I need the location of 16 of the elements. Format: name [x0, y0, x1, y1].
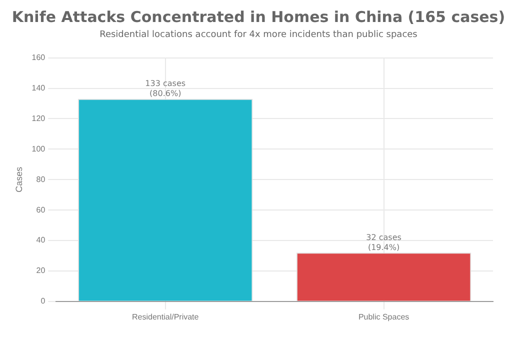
y-tick-label: 80: [36, 174, 46, 184]
y-tick-label: 100: [32, 144, 46, 154]
data-label: 133 cases (80.6%): [145, 78, 186, 98]
x-tick-label: Public Spaces: [358, 312, 410, 322]
x-tick-label: Residential/Private: [132, 312, 200, 322]
y-tick-label: 60: [36, 205, 46, 214]
chart-title: Knife Attacks Concentrated in Homes in China (165 cases): [10, 8, 506, 26]
y-tick-label: 160: [32, 53, 46, 62]
y-tick-label: 0: [40, 296, 46, 306]
data-label: 32 cases (19.4%): [366, 232, 402, 252]
y-tick-label: 20: [36, 266, 46, 276]
y-tick-label: 140: [32, 83, 46, 92]
y-axis-title: Cases: [14, 166, 24, 192]
y-tick-label: 120: [32, 114, 46, 123]
chart-subtitle: Residential locations account for 4x more incidents than public spaces: [98, 30, 418, 40]
y-tick-label: 40: [36, 236, 46, 245]
